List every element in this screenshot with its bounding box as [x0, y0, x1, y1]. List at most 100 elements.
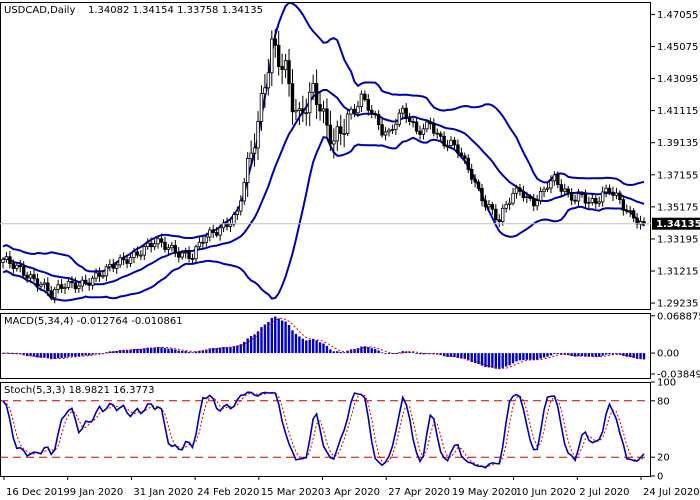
candle-body: [304, 112, 308, 115]
candle-body: [18, 264, 22, 268]
macd-bar: [632, 353, 635, 358]
candle: [463, 152, 467, 164]
macd-bar: [535, 353, 539, 360]
candle-body: [52, 288, 57, 299]
macd-tick-label: 0.00: [657, 349, 679, 360]
macd-bar: [146, 347, 149, 354]
candle: [339, 114, 343, 146]
candle: [566, 185, 570, 198]
candle-body: [401, 107, 405, 114]
candle: [525, 191, 529, 204]
macd-bar: [467, 353, 470, 361]
candle: [166, 244, 171, 256]
macd-bar: [539, 353, 542, 359]
macd-panel-frame: [0, 313, 651, 379]
macd-bar: [580, 353, 584, 356]
candle-body: [252, 147, 257, 154]
macd-bar: [353, 348, 356, 354]
candle-body: [621, 199, 626, 211]
macd-bar: [611, 353, 615, 355]
stoch-tick-label: 20: [657, 453, 670, 464]
candle: [556, 171, 560, 189]
candle: [280, 53, 284, 85]
candle-body: [349, 108, 353, 115]
candle-body: [363, 93, 367, 100]
candle-body: [404, 107, 408, 119]
candle-body: [235, 210, 240, 216]
candle-body: [576, 193, 581, 202]
macd-bar: [232, 346, 236, 354]
candle-body: [445, 145, 450, 147]
candle-body: [183, 251, 188, 254]
candle-body: [308, 91, 312, 114]
macd-title: MACD(5,34,4) -0.012764 -0.010861: [4, 316, 183, 327]
candle-body: [287, 60, 291, 85]
candle-body: [583, 194, 588, 204]
candle: [394, 118, 398, 136]
candle: [139, 250, 143, 261]
candle-body: [376, 113, 381, 126]
candle: [142, 244, 146, 261]
candle-body: [625, 209, 629, 212]
candle-body: [383, 131, 388, 136]
macd-bar: [398, 352, 401, 354]
candle: [314, 69, 319, 120]
date-tick-label: 10 Jun 2020: [516, 487, 576, 498]
macd-bar: [12, 353, 15, 355]
candle: [359, 90, 364, 113]
candle-body: [466, 157, 470, 170]
candle: [204, 232, 209, 247]
candle: [87, 277, 91, 291]
macd-bar: [360, 346, 363, 354]
candle: [228, 219, 233, 233]
macd-bar: [518, 353, 522, 361]
macd-bar: [473, 353, 477, 364]
macd-bar: [384, 353, 387, 354]
macd-bar: [160, 347, 163, 354]
macd-bar: [298, 336, 301, 354]
candle: [600, 186, 605, 207]
candle: [349, 106, 353, 120]
macd-bar: [291, 330, 294, 354]
candle-body: [501, 207, 505, 222]
macd-bar: [408, 351, 411, 354]
macd-bar: [36, 353, 39, 358]
candle-body: [152, 243, 157, 248]
candle-body: [177, 251, 181, 258]
stoch-signal-line: [2, 392, 645, 468]
candle-body: [111, 263, 115, 269]
macd-bar: [277, 318, 280, 354]
last-price-label: 1.34135: [656, 219, 700, 230]
candle: [273, 28, 277, 58]
candle: [108, 259, 112, 272]
candle: [308, 82, 312, 127]
candle: [214, 227, 219, 238]
macd-bar: [422, 353, 425, 355]
candle-body: [432, 123, 436, 134]
macd-bar: [622, 353, 625, 356]
candle: [614, 187, 619, 200]
candle-body: [21, 266, 26, 276]
candle-body: [566, 188, 570, 193]
macd-signal-path: [2, 317, 645, 369]
candle-body: [115, 264, 119, 269]
candle-body: [263, 87, 267, 95]
candle: [39, 281, 43, 290]
price-tick-label: 1.29235: [657, 299, 698, 310]
macd-bar: [549, 353, 553, 356]
candle: [511, 188, 515, 206]
candle: [625, 204, 629, 214]
candle: [631, 208, 636, 223]
macd-bar: [625, 353, 628, 357]
date-tick-label: 24 Jul 2020: [643, 487, 700, 498]
macd-bar: [463, 353, 466, 360]
candle-body: [590, 198, 595, 203]
candle: [476, 179, 481, 192]
macd-bar: [325, 345, 329, 354]
macd-bar: [167, 348, 170, 354]
macd-bar: [32, 353, 36, 357]
macd-bar: [318, 342, 322, 354]
macd-bar: [570, 353, 573, 356]
candle-body: [66, 281, 71, 288]
stoch-title: Stoch(5,3,3) 18.9821 16.3773: [4, 385, 155, 396]
